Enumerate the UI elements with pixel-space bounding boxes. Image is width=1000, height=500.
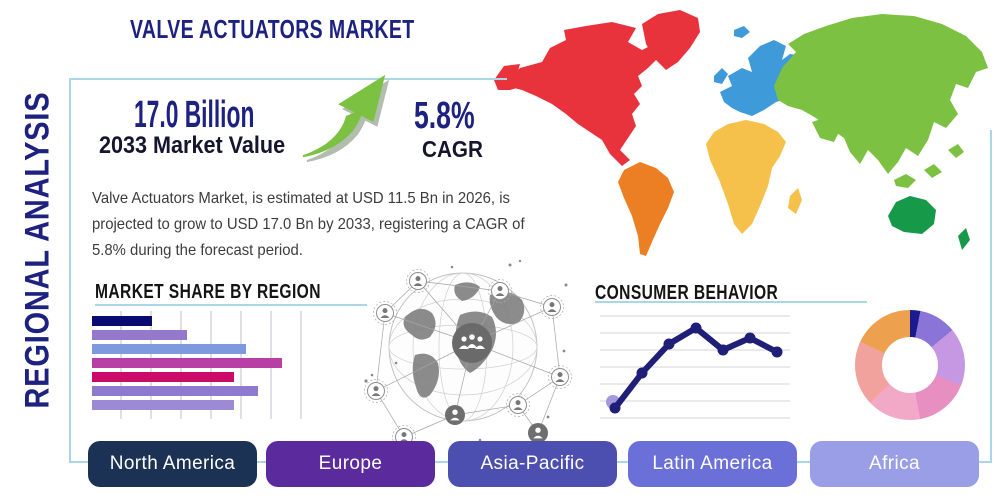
people-group-icon [452,323,492,363]
bar-segment [92,400,234,410]
section-title-consumer-behavior: CONSUMER BEHAVIOR [595,282,779,304]
frame-border-left [69,78,71,463]
section-title-market-share: MARKET SHARE BY REGION [95,281,321,303]
section-underline [595,301,867,303]
person-node-icon [528,423,548,443]
south-america-shape [618,162,674,256]
bar-segment [92,330,187,340]
africa-shape [706,120,802,234]
person-node-icon [445,405,465,425]
donut-chart-region-split [855,310,965,420]
page-title: VALVE ACTUATORS MARKET [130,14,415,44]
cagr-value: 5.8% [414,95,475,137]
growth-arrow-icon [302,74,390,163]
bar-segment [92,316,152,326]
asia-shape [774,14,988,188]
region-button-asia-pacific[interactable]: Asia-Pacific [448,441,617,487]
bar-segment [92,344,246,354]
region-button-africa[interactable]: Africa [810,441,979,487]
market-value-label: 2033 Market Value [99,132,286,159]
region-button-latin-america[interactable]: Latin America [628,441,797,487]
bar-chart-market-share [92,311,310,419]
north-america-shape [494,10,700,166]
globe-network-graphic [364,259,572,445]
person-node-icon [548,365,572,389]
bar-segment [92,372,234,382]
bar-segment [92,358,282,368]
australia-shape [888,196,970,250]
region-button-north-america[interactable]: North America [88,441,257,487]
bar-segment [92,386,258,396]
market-value: 17.0 Billion [134,94,255,136]
frame-border-right [990,130,992,463]
donut-hole [882,337,938,393]
person-node-icon [540,295,564,319]
section-underline [95,304,367,306]
cagr-label: CAGR [422,136,483,162]
person-node-icon [364,379,388,403]
frame-border-top [69,78,507,80]
person-node-icon [506,393,530,417]
line-chart-consumer-behavior [595,308,795,423]
region-button-europe[interactable]: Europe [266,441,435,487]
world-map [494,10,988,256]
market-description: Valve Actuators Market, is estimated at … [92,190,525,259]
side-title: REGIONAL ANALYSIS [18,91,57,409]
